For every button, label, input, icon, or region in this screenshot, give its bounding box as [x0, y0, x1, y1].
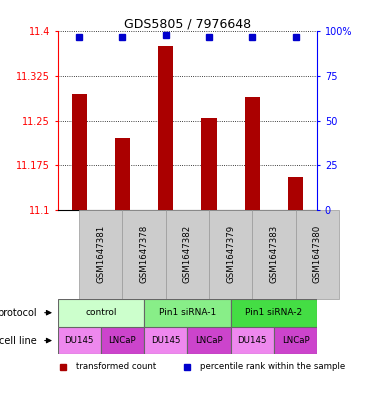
Bar [288, 177, 303, 210]
Text: DU145: DU145 [237, 336, 267, 345]
Text: DU145: DU145 [151, 336, 180, 345]
Text: transformed count: transformed count [76, 362, 156, 371]
Bar [101, 327, 144, 354]
Text: LNCaP: LNCaP [195, 336, 223, 345]
Text: GSM1647383: GSM1647383 [269, 225, 278, 283]
Text: cell line: cell line [0, 336, 37, 345]
Bar [122, 210, 166, 299]
Bar [201, 118, 217, 210]
Bar [58, 299, 144, 327]
Text: Pin1 siRNA-2: Pin1 siRNA-2 [245, 308, 302, 317]
Bar [72, 94, 87, 210]
Bar [252, 210, 296, 299]
Bar [187, 327, 231, 354]
Text: GSM1647379: GSM1647379 [226, 225, 235, 283]
Text: Pin1 siRNA-1: Pin1 siRNA-1 [159, 308, 216, 317]
Text: LNCaP: LNCaP [109, 336, 136, 345]
Bar [115, 138, 130, 210]
Text: LNCaP: LNCaP [282, 336, 309, 345]
Bar [158, 46, 173, 210]
Text: GSM1647382: GSM1647382 [183, 225, 192, 283]
Text: GSM1647381: GSM1647381 [96, 225, 105, 283]
Bar [209, 210, 252, 299]
Text: protocol: protocol [0, 308, 37, 318]
Bar [79, 210, 122, 299]
Bar [166, 210, 209, 299]
Text: DU145: DU145 [65, 336, 94, 345]
Bar [245, 97, 260, 210]
Bar [231, 299, 317, 327]
Title: GDS5805 / 7976648: GDS5805 / 7976648 [124, 17, 251, 30]
Bar [231, 327, 274, 354]
Bar [296, 210, 339, 299]
Bar [274, 327, 317, 354]
Text: percentile rank within the sample: percentile rank within the sample [200, 362, 346, 371]
Bar [144, 299, 231, 327]
Bar [144, 327, 187, 354]
Bar [58, 327, 101, 354]
Text: control: control [85, 308, 116, 317]
Text: GSM1647378: GSM1647378 [139, 225, 148, 283]
Text: GSM1647380: GSM1647380 [313, 225, 322, 283]
